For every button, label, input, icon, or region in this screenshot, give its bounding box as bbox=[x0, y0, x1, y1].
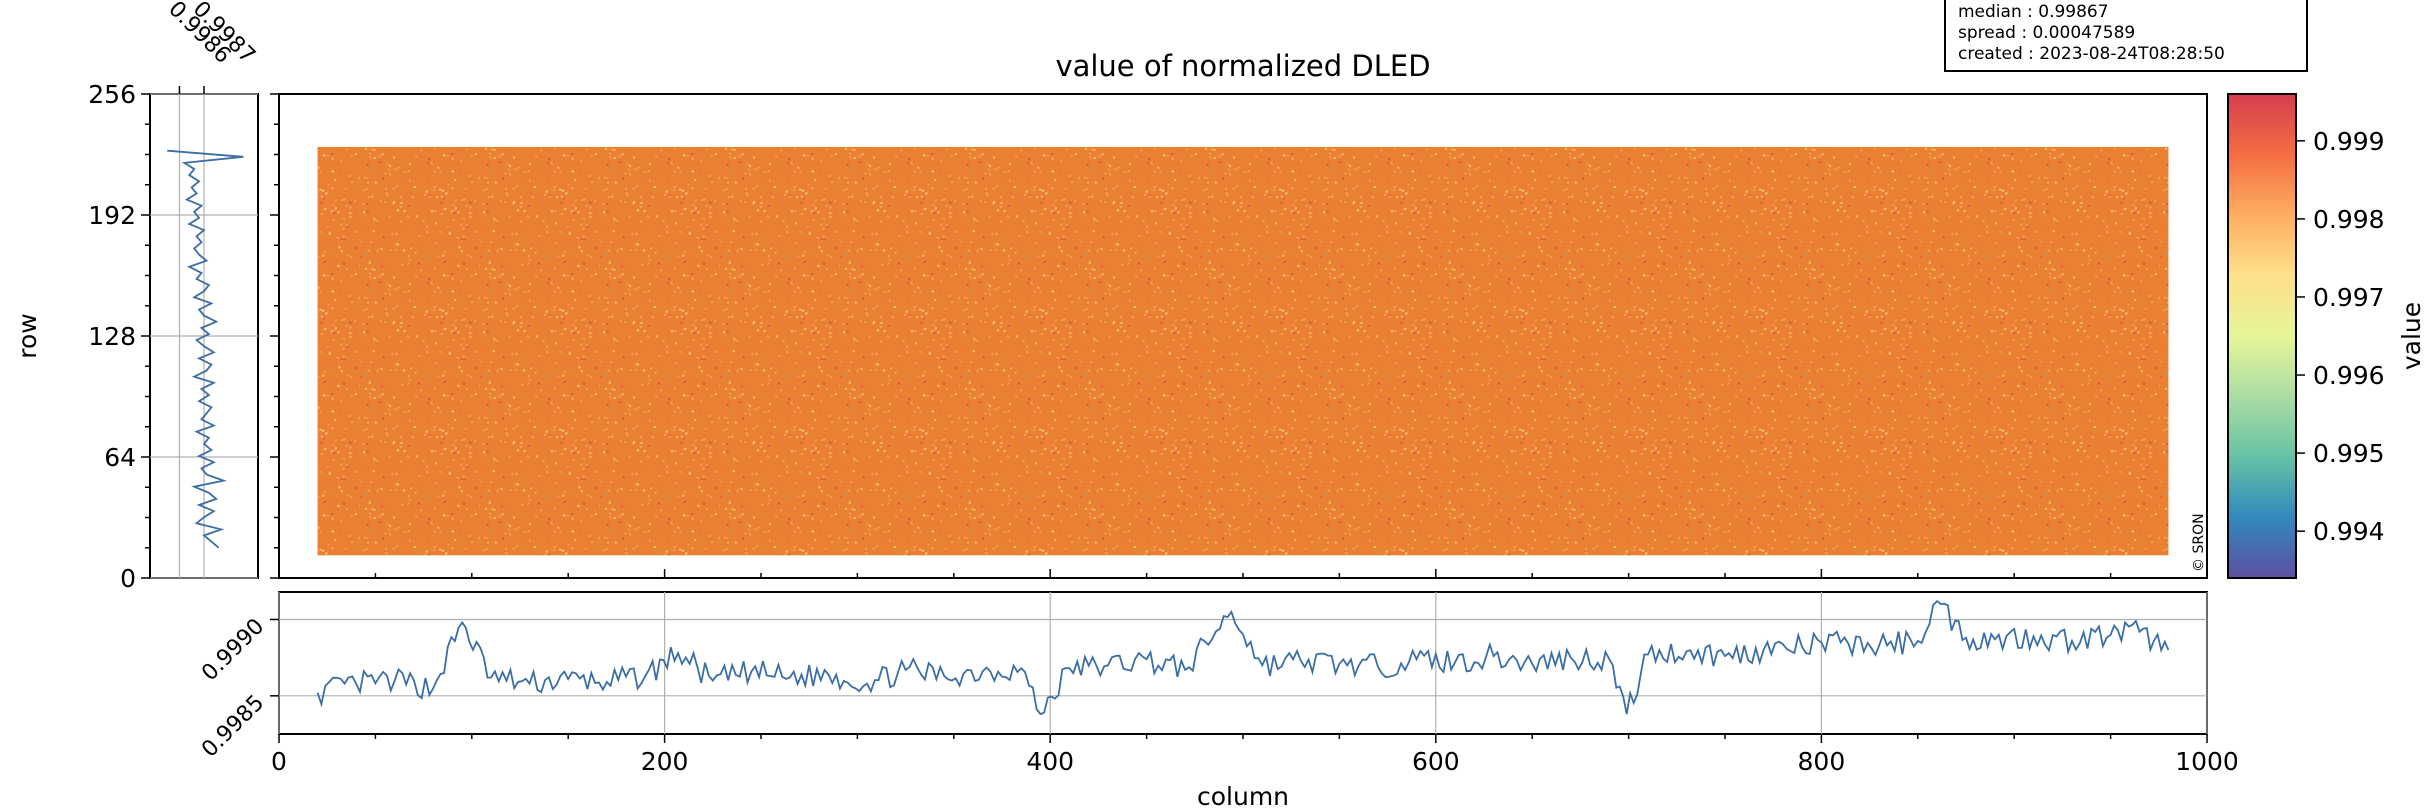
row-tick-label: 256 bbox=[88, 80, 136, 109]
column-tick-label: 800 bbox=[1798, 747, 1846, 776]
column-profile-y-tick-label: 0.9985 bbox=[197, 690, 269, 762]
column-profile-y-tick-label: 0.9990 bbox=[197, 614, 269, 686]
column-tick-label: 400 bbox=[1026, 747, 1074, 776]
column-tick-label: 0 bbox=[271, 747, 287, 776]
info-created: created : 2023-08-24T08:28:50 bbox=[1958, 44, 2225, 64]
column-axis-label: column bbox=[1197, 782, 1289, 811]
heatmap-panel: value of normalized DLED © SRON bbox=[270, 49, 2208, 579]
row-tick-labels: 0 64 128 192 256 bbox=[88, 80, 136, 593]
colorbar-ticks: 0.994 0.995 0.996 0.997 0.998 0.999 bbox=[2296, 127, 2385, 546]
column-profile-grid bbox=[278, 592, 2208, 734]
colorbar-tick-label: 0.997 bbox=[2313, 283, 2385, 312]
info-spread: spread : 0.00047589 bbox=[1958, 23, 2136, 43]
column-profile-frame bbox=[278, 591, 2208, 735]
row-tick-label: 64 bbox=[104, 443, 136, 472]
info-median: median : 0.99867 bbox=[1958, 2, 2109, 22]
colorbar-fill bbox=[2228, 94, 2296, 578]
row-profile-line bbox=[167, 149, 244, 549]
column-tick-label: 600 bbox=[1412, 747, 1460, 776]
row-profile-ticks bbox=[141, 86, 205, 579]
colorbar-frame bbox=[2227, 93, 2297, 579]
row-tick-label: 128 bbox=[88, 322, 136, 351]
heatmap-ticks bbox=[270, 93, 2208, 579]
row-axis-label: row bbox=[13, 313, 42, 358]
column-tick-label: 200 bbox=[641, 747, 689, 776]
colorbar-tick-label: 0.995 bbox=[2313, 439, 2385, 468]
column-profile-line bbox=[316, 600, 2170, 716]
colorbar-tick-label: 0.994 bbox=[2313, 517, 2385, 546]
colorbar-label: value bbox=[2397, 302, 2426, 370]
row-tick-label: 192 bbox=[88, 201, 136, 230]
column-tick-label: 1000 bbox=[2175, 747, 2239, 776]
colorbar: 0.994 0.995 0.996 0.997 0.998 0.999 value bbox=[2227, 93, 2426, 579]
row-tick-label: 0 bbox=[120, 564, 136, 593]
heatmap-title: value of normalized DLED bbox=[1055, 49, 1430, 83]
colorbar-tick-label: 0.996 bbox=[2313, 361, 2385, 390]
column-tick-labels: 0 200 400 600 800 1000 bbox=[271, 747, 2239, 776]
column-profile-ticks bbox=[270, 618, 2208, 743]
colorbar-tick-label: 0.999 bbox=[2313, 127, 2385, 156]
heatmap-noise bbox=[317, 146, 2169, 556]
colorbar-tick-label: 0.998 bbox=[2313, 205, 2385, 234]
info-box: median : 0.99867 spread : 0.00047589 cre… bbox=[1944, 0, 2308, 72]
watermark: © SRON bbox=[2191, 513, 2207, 572]
